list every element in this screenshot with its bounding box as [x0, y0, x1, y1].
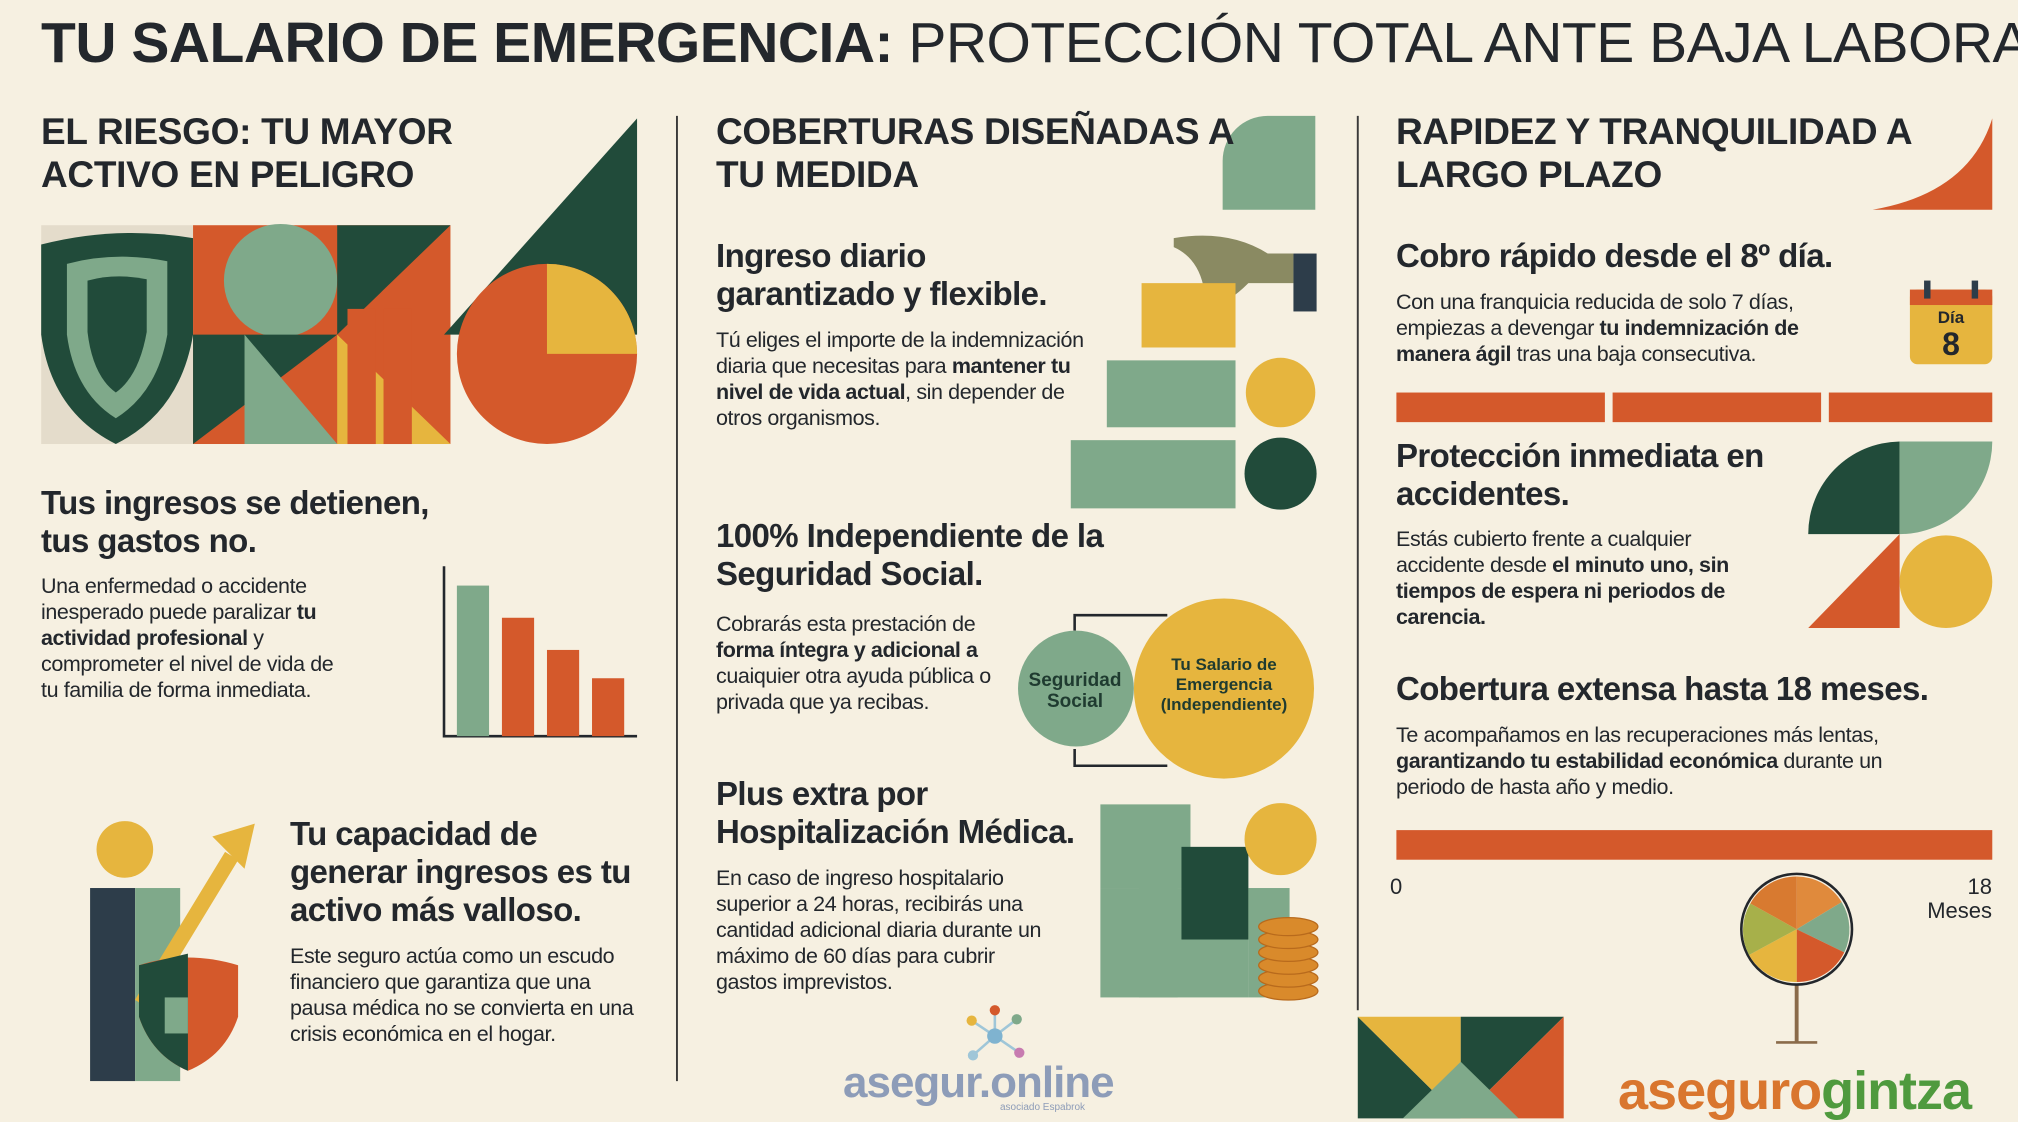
- block-title: Tu capacidad de generar ingresos es tu a…: [290, 815, 631, 928]
- logo-center: asegur.online: [843, 1058, 1115, 1107]
- block-title: Plus extra por Hospitalización Médica.: [716, 775, 1075, 850]
- timeline-start: 0: [1390, 874, 1403, 899]
- section-heading: EL RIESGO: TU MAYOR ACTIVO EN PELIGRO: [41, 111, 453, 195]
- block-body: Estás cubierto frente a cualquier accide…: [1396, 526, 1776, 630]
- logo-center-note: asociado Espabrok: [1000, 1102, 1086, 1113]
- logo-right: asegurogintza: [1618, 1060, 1972, 1122]
- bold-text: el minuto uno, sin tiempos de espera ni …: [1396, 553, 1729, 629]
- block-body: Con una franquicia reducida de solo 7 dí…: [1396, 289, 1856, 367]
- section-heading: RAPIDEZ Y TRANQUILIDAD A LARGO PLAZO: [1396, 111, 1911, 195]
- bold-text: mantener tu nivel de vida actual: [716, 354, 1071, 404]
- logo-right-b: gintza: [1821, 1061, 1972, 1121]
- bold-text: forma íntegra y adicional a: [716, 638, 978, 662]
- text: durante un periodo de hasta año y medio.: [1396, 749, 1883, 799]
- text: Cobrarás esta prestación de: [716, 612, 976, 636]
- block-title: Ingreso diario garantizado y flexible.: [716, 237, 1048, 312]
- timeline-unit: Meses: [1927, 898, 1992, 923]
- block-title: Cobertura extensa hasta 18 meses.: [1396, 670, 1929, 707]
- title-bold: TU SALARIO DE EMERGENCIA:: [41, 11, 894, 75]
- title-rest: PROTECCIÓN TOTAL ANTE BAJA LABORAL: [908, 11, 2018, 75]
- block-body: En caso de ingreso hospitalario superior…: [716, 865, 1046, 995]
- text: y comprometer el nivel de vida de tu fam…: [41, 626, 334, 702]
- text: cuaiquier otra ayuda pública o privada q…: [716, 664, 991, 714]
- venn-right-label: Tu Salario de Emergencia (Independiente): [1160, 655, 1288, 714]
- bold-text: garantizando tu estabilidad económica: [1396, 749, 1778, 773]
- text: , sin depender de otros organismos.: [716, 380, 1065, 430]
- text: Una enfermedad o accidente inesperado pu…: [41, 574, 307, 624]
- calendar-day: 8: [1942, 326, 1960, 362]
- block-title: Tus ingresos se detienen, tus gastos no.: [41, 484, 429, 559]
- text: Con una franquicia reducida de solo 7 dí…: [1396, 290, 1794, 340]
- text: Tú eliges el importe de la indemnización…: [716, 328, 1084, 378]
- text: Este seguro actúa como un escudo financi…: [290, 944, 634, 1046]
- text: En caso de ingreso hospitalario superior…: [716, 866, 1042, 994]
- text: tras una baja consecutiva.: [1511, 342, 1757, 366]
- logo-right-a: aseguro: [1618, 1061, 1822, 1121]
- block-body: Cobrarás esta prestación de forma íntegr…: [716, 611, 1026, 715]
- block-title: Protección inmediata en accidentes.: [1396, 437, 1764, 512]
- text: Te acompañamos en las recuperaciones más…: [1396, 723, 1879, 747]
- block-body: Este seguro actúa como un escudo financi…: [290, 943, 650, 1047]
- block-title: 100% Independiente de la Seguridad Socia…: [716, 517, 1104, 592]
- section-heading: COBERTURAS DISEÑADAS A TU MEDIDA: [716, 111, 1233, 195]
- venn-left-label: Seguridad Social: [1028, 670, 1122, 712]
- calendar-label: Día: [1937, 308, 1965, 327]
- block-body: Te acompañamos en las recuperaciones más…: [1396, 722, 1956, 800]
- timeline-end: 18: [1967, 874, 1992, 899]
- text: Estás cubierto frente a cualquier accide…: [1396, 527, 1692, 577]
- block-title: Cobro rápido desde el 8º día.: [1396, 237, 1833, 274]
- bold-text: tu indemnización de manera ágil: [1396, 316, 1799, 366]
- block-body: Tú eliges el importe de la indemnización…: [716, 327, 1086, 431]
- bold-text: tu actividad profesional: [41, 600, 317, 650]
- page-title: TU SALARIO DE EMERGENCIA: PROTECCIÓN TOT…: [41, 8, 2018, 78]
- block-body: Una enfermedad o accidente inesperado pu…: [41, 573, 351, 703]
